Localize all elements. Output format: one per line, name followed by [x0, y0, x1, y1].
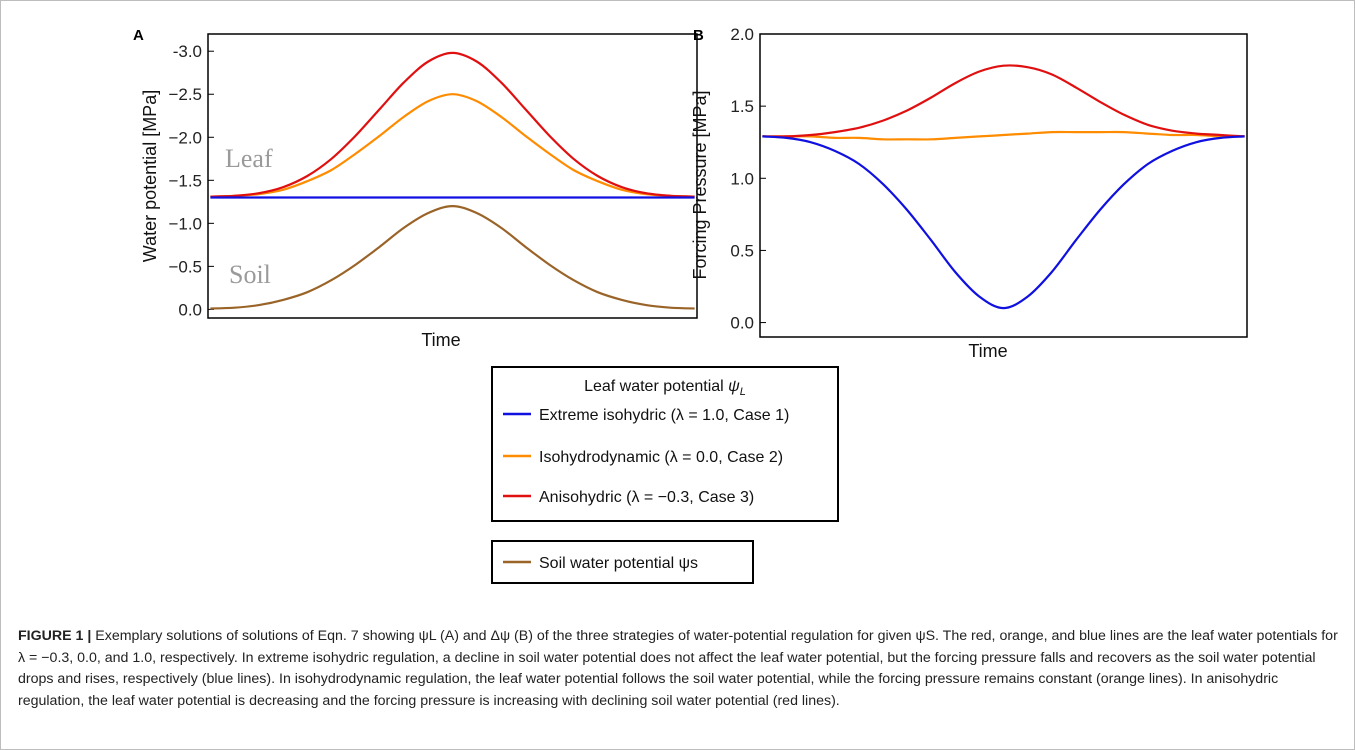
- caption-text: Exemplary solutions of solutions of Eqn.…: [18, 628, 1338, 709]
- y-tick-label: −1.0: [168, 214, 202, 233]
- y-tick-label: 0.5: [730, 241, 754, 260]
- legend-label-isohydrodynamic: Isohydrodynamic (λ = 0.0, Case 2): [539, 449, 783, 466]
- y-tick-label: −0.5: [168, 257, 202, 276]
- series-line-b-2: [762, 64, 1245, 138]
- panel-a-series: [210, 51, 695, 310]
- y-tick-label: −2.5: [168, 85, 202, 104]
- panel-b-x-axis-title: Time: [968, 341, 1007, 361]
- series-line-a-1: [210, 93, 695, 198]
- y-tick-label: −2.0: [168, 128, 202, 147]
- y-tick-label: -3.0: [173, 42, 202, 61]
- panel-b-plot-frame: [759, 33, 1248, 338]
- figure-caption: FIGURE 1 | Exemplary solutions of soluti…: [18, 626, 1338, 712]
- legend-title: Leaf water potential ψL: [584, 378, 746, 398]
- panel-a-y-axis-title: Water potential [MPa]: [140, 90, 160, 262]
- panel-a-y-ticks: -3.0 −2.5 −2.0 −1.5 −1.0 −0.5 0.0: [168, 42, 214, 319]
- panel-a-letter: A: [133, 27, 144, 44]
- figure-charts: A -3.0 −2.5 −2.0 −1.5 −1.0 −0.5 0.0 Leaf Soil …: [133, 25, 1248, 584]
- series-line-b-0: [762, 135, 1245, 310]
- legend-label-soil: Soil water potential ψs: [539, 555, 698, 572]
- y-tick-label: 0.0: [178, 300, 202, 319]
- legend-label-extreme-isohydric: Extreme isohydric (λ = 1.0, Case 1): [539, 407, 789, 424]
- caption-label: FIGURE 1 |: [18, 628, 92, 644]
- y-tick-label: 1.0: [730, 169, 754, 188]
- series-line-a-2: [210, 51, 695, 198]
- series-line-b-1: [762, 130, 1245, 141]
- legend-leaf-box: Leaf water potential ψL Extreme isohydri…: [491, 366, 839, 522]
- legend-title-subscript: L: [740, 386, 746, 398]
- soil-region-label: Soil: [229, 260, 271, 289]
- legend-soil-box: Soil water potential ψs: [491, 540, 754, 584]
- legend-label-anisohydric: Anisohydric (λ = −0.3, Case 3): [539, 489, 754, 506]
- panel-a: A -3.0−2.5−2.0−1.5−1.0−0.50.0 Leaf Soil …: [133, 27, 698, 350]
- panel-b-letter: B: [693, 27, 704, 44]
- y-tick-label: 0.0: [730, 314, 754, 333]
- series-line-a-3: [210, 204, 695, 310]
- y-tick-label: −1.5: [168, 171, 202, 190]
- legend-soil-frame: [491, 540, 754, 584]
- y-tick-label: 2.0: [730, 25, 754, 44]
- panel-b-y-ticks: 0.0 0.5 1.0 1.5 2.0: [730, 25, 766, 333]
- panel-b-y-axis-title: Forcing Pressure [MPa]: [690, 90, 710, 279]
- panel-b-series: [762, 64, 1245, 310]
- legend-leaf-frame: [491, 366, 839, 522]
- leaf-region-label: Leaf: [225, 144, 273, 173]
- panel-b: B 0.0 0.5 1.0 1.5 2.0 Time Forcing Pressure …: [690, 25, 1248, 361]
- panel-a-plot-frame: [207, 33, 698, 319]
- y-tick-label: 1.5: [730, 97, 754, 116]
- legend-title-symbol: ψ: [728, 378, 740, 395]
- panel-a-x-axis-title: Time: [421, 330, 460, 350]
